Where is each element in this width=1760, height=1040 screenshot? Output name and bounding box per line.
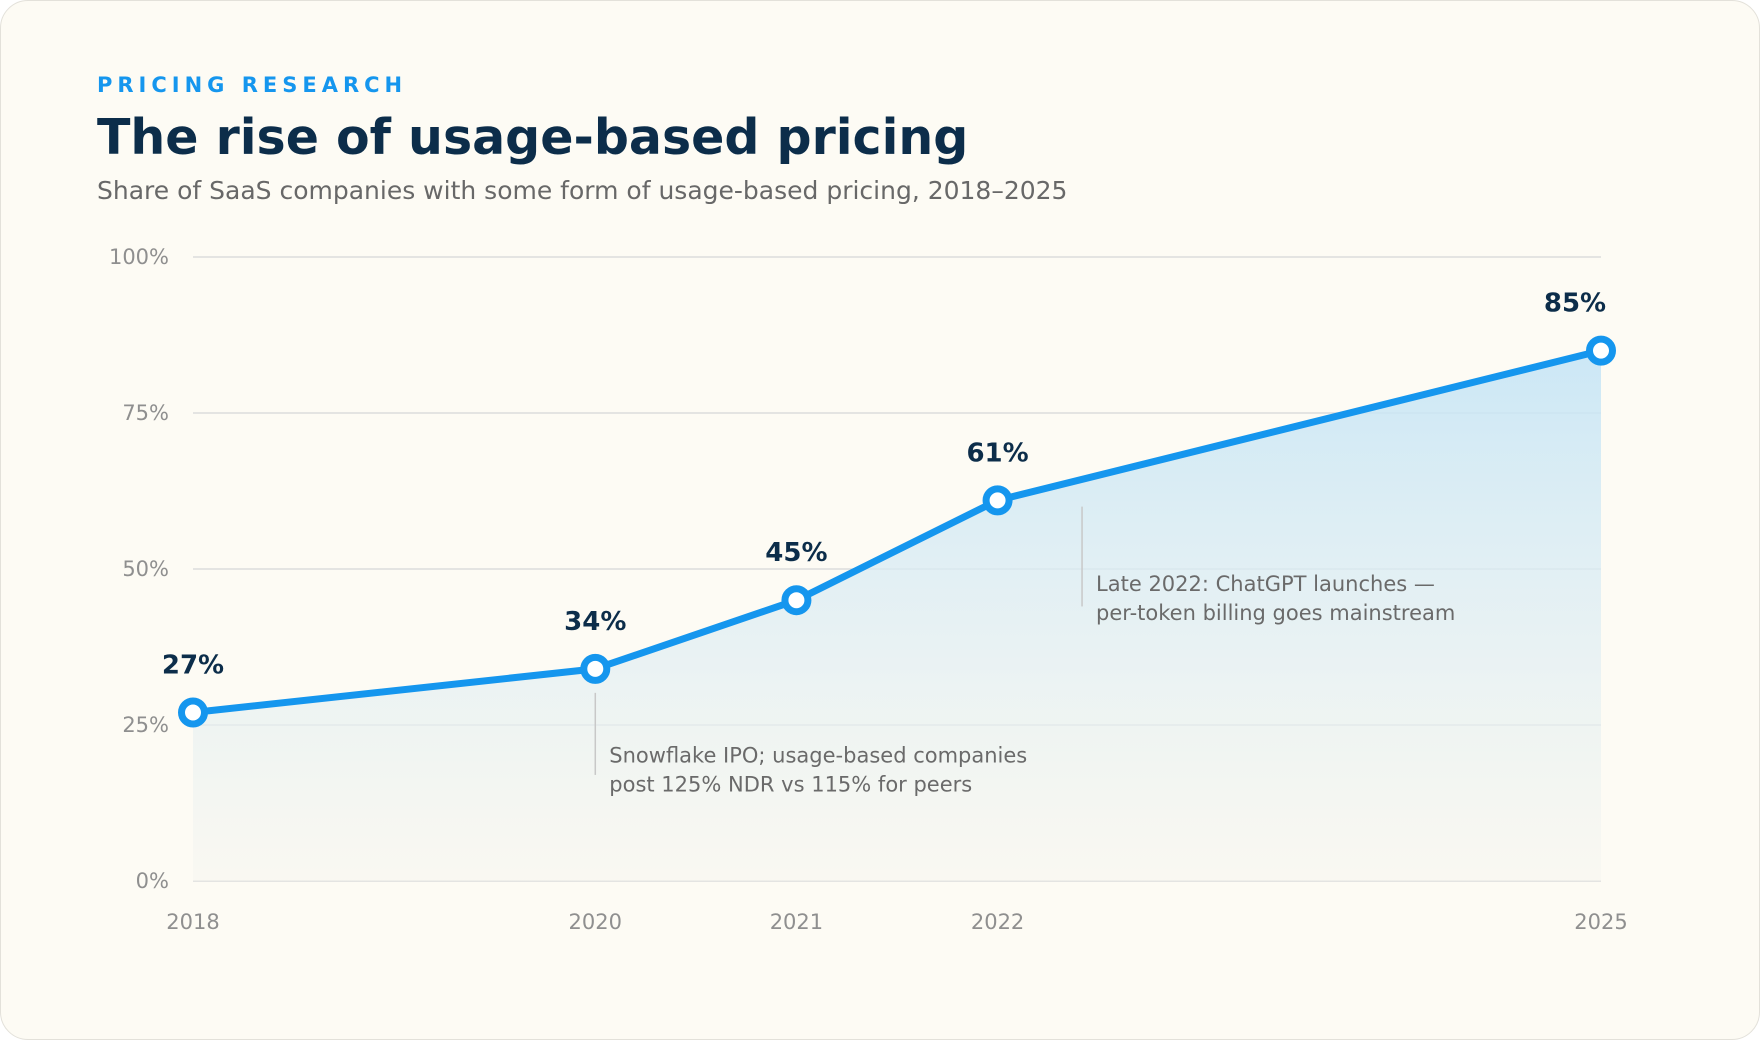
data-label: 61% bbox=[966, 438, 1028, 468]
x-axis-ticks: 2018 2020 2021 2022 2025 bbox=[166, 910, 1627, 934]
y-tick-label: 100% bbox=[109, 245, 169, 269]
x-tick-label: 2022 bbox=[971, 910, 1024, 934]
data-point bbox=[580, 653, 611, 684]
annotation-text: per-token billing goes mainstream bbox=[1096, 601, 1455, 625]
eyebrow-label: PRICING RESEARCH bbox=[97, 73, 408, 97]
data-label: 27% bbox=[162, 651, 224, 681]
data-points bbox=[178, 335, 1616, 728]
y-axis-ticks: 0% 25% 50% 75% 100% bbox=[109, 245, 169, 893]
annotation-text: post 125% NDR vs 115% for peers bbox=[609, 772, 972, 796]
x-tick-label: 2020 bbox=[569, 910, 622, 934]
data-labels: 27% 34% 45% 61% 85% bbox=[162, 289, 1606, 681]
data-point bbox=[982, 485, 1013, 516]
x-tick-label: 2021 bbox=[770, 910, 823, 934]
x-tick-label: 2025 bbox=[1574, 910, 1627, 934]
chart-subtitle: Share of SaaS companies with some form o… bbox=[97, 176, 1068, 205]
data-label: 45% bbox=[765, 538, 827, 568]
y-tick-label: 50% bbox=[122, 557, 169, 581]
data-label: 85% bbox=[1544, 289, 1606, 319]
area-fill bbox=[193, 350, 1601, 882]
y-tick-label: 0% bbox=[136, 869, 169, 893]
y-tick-label: 75% bbox=[122, 401, 169, 425]
data-point bbox=[781, 585, 812, 616]
annotations: Snowflake IPO; usage-based companies post… bbox=[594, 506, 1455, 796]
y-tick-label: 25% bbox=[122, 713, 169, 737]
data-point bbox=[178, 697, 208, 728]
chart-title: The rise of usage-based pricing bbox=[97, 109, 969, 166]
data-label: 34% bbox=[564, 607, 626, 637]
annotation-text: Snowflake IPO; usage-based companies bbox=[609, 743, 1027, 767]
x-tick-label: 2018 bbox=[166, 910, 219, 934]
annotation-text: Late 2022: ChatGPT launches — bbox=[1096, 572, 1435, 596]
data-point bbox=[1586, 335, 1616, 366]
